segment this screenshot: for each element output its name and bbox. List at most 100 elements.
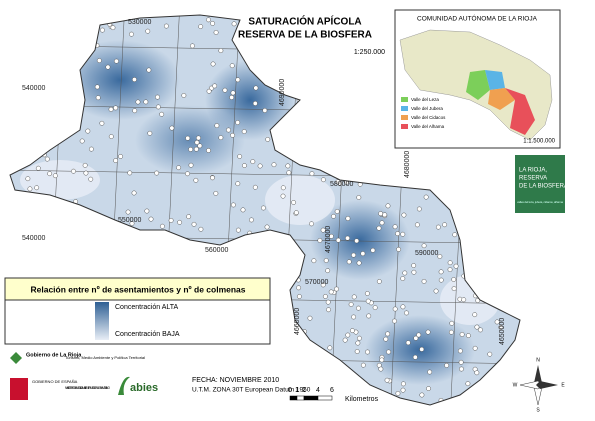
apiary	[110, 25, 116, 31]
apiary	[271, 162, 277, 168]
apiary	[82, 162, 88, 168]
apiary	[370, 247, 376, 253]
apiary	[405, 340, 411, 346]
apiary	[404, 310, 409, 316]
inset-leza	[466, 70, 490, 100]
apiary	[242, 163, 247, 169]
apiary	[400, 276, 406, 281]
apiary	[190, 43, 195, 49]
logo: LA RIOJA, RESERVA DE LA BIOSFERA valles …	[515, 155, 568, 213]
inset-legend-label: Valle del Jubera	[411, 106, 443, 111]
apiary	[335, 237, 341, 243]
inset-legend-swatch	[401, 97, 408, 102]
apiary	[392, 224, 398, 230]
apiary	[129, 31, 134, 37]
apiary	[320, 282, 326, 288]
apiary	[354, 349, 360, 354]
apiary	[419, 346, 425, 352]
grid-label: 550000	[118, 217, 141, 224]
apiary	[331, 213, 336, 219]
apiary	[25, 176, 31, 182]
apiary	[395, 390, 401, 396]
apiary	[131, 190, 137, 196]
apiary	[144, 208, 150, 214]
apiary	[335, 179, 341, 185]
apiary	[280, 185, 286, 191]
apiary	[145, 28, 151, 34]
apiary	[421, 278, 427, 284]
apiary	[426, 386, 431, 392]
apiary	[309, 171, 315, 177]
apiary	[400, 304, 406, 310]
subtitle: RESERVA DE LA BIOSFERA	[238, 30, 372, 41]
apiary	[413, 335, 419, 341]
apiary	[85, 128, 91, 134]
apiary	[135, 99, 141, 105]
apiary	[345, 235, 350, 241]
apiary	[458, 359, 464, 365]
apiary	[346, 259, 352, 265]
apiary	[421, 243, 427, 249]
legend-title: Relación entre nº de asentamientos y nº …	[31, 284, 246, 294]
apiary	[342, 337, 348, 343]
apiary	[379, 220, 385, 226]
apiary	[198, 24, 204, 30]
apiary	[364, 291, 370, 296]
apiary	[323, 258, 329, 263]
apiary	[383, 336, 389, 342]
apiary	[311, 258, 317, 264]
apiary	[237, 154, 243, 159]
scalebar-label: 1	[295, 387, 299, 394]
inset-legend-swatch	[401, 124, 408, 129]
apiary	[169, 125, 175, 131]
apiary	[257, 163, 263, 169]
apiary	[127, 170, 133, 176]
grid-label: 4690000	[279, 79, 286, 106]
apiary	[44, 156, 50, 162]
apiary	[474, 324, 480, 330]
apiary	[261, 205, 266, 211]
inset-legend-swatch	[401, 115, 408, 120]
apiary	[212, 83, 218, 89]
apiary	[379, 357, 385, 363]
apiary	[296, 285, 302, 291]
apiary	[459, 366, 464, 372]
apiary	[218, 48, 224, 54]
apiary	[423, 194, 429, 200]
apiary	[210, 20, 216, 26]
inset-legend-label: Valle del Leza	[411, 97, 439, 102]
apiary	[159, 111, 165, 117]
apiary	[451, 286, 457, 292]
apiary	[437, 254, 443, 259]
apiary	[193, 177, 199, 183]
grid-label: 590000	[415, 250, 438, 257]
apiary	[453, 263, 459, 269]
apiary	[146, 67, 152, 73]
apiary	[253, 85, 259, 91]
units: Kilometros	[345, 396, 379, 403]
apiary	[360, 251, 366, 257]
apiary	[35, 165, 41, 171]
apiary	[465, 333, 471, 339]
apiary	[52, 173, 58, 179]
inset-alhama	[505, 88, 535, 135]
apiary	[99, 27, 105, 33]
apiary	[285, 163, 291, 169]
apiary	[327, 345, 333, 351]
apiary	[325, 268, 331, 274]
apiary	[419, 392, 425, 398]
logo-line: LA RIOJA,	[519, 168, 547, 174]
apiary	[356, 335, 362, 341]
apiary	[213, 30, 219, 35]
apiary	[186, 214, 192, 220]
apiary	[291, 199, 297, 205]
apiary	[459, 332, 465, 337]
compass: N S E W	[513, 357, 566, 413]
scalebar-segment	[289, 395, 298, 401]
grid-label: 530000	[128, 19, 151, 26]
apiary	[326, 307, 331, 313]
apiary	[372, 305, 378, 311]
apiary	[88, 146, 94, 152]
logo-line: RESERVA	[519, 176, 547, 182]
apiary	[252, 100, 258, 106]
